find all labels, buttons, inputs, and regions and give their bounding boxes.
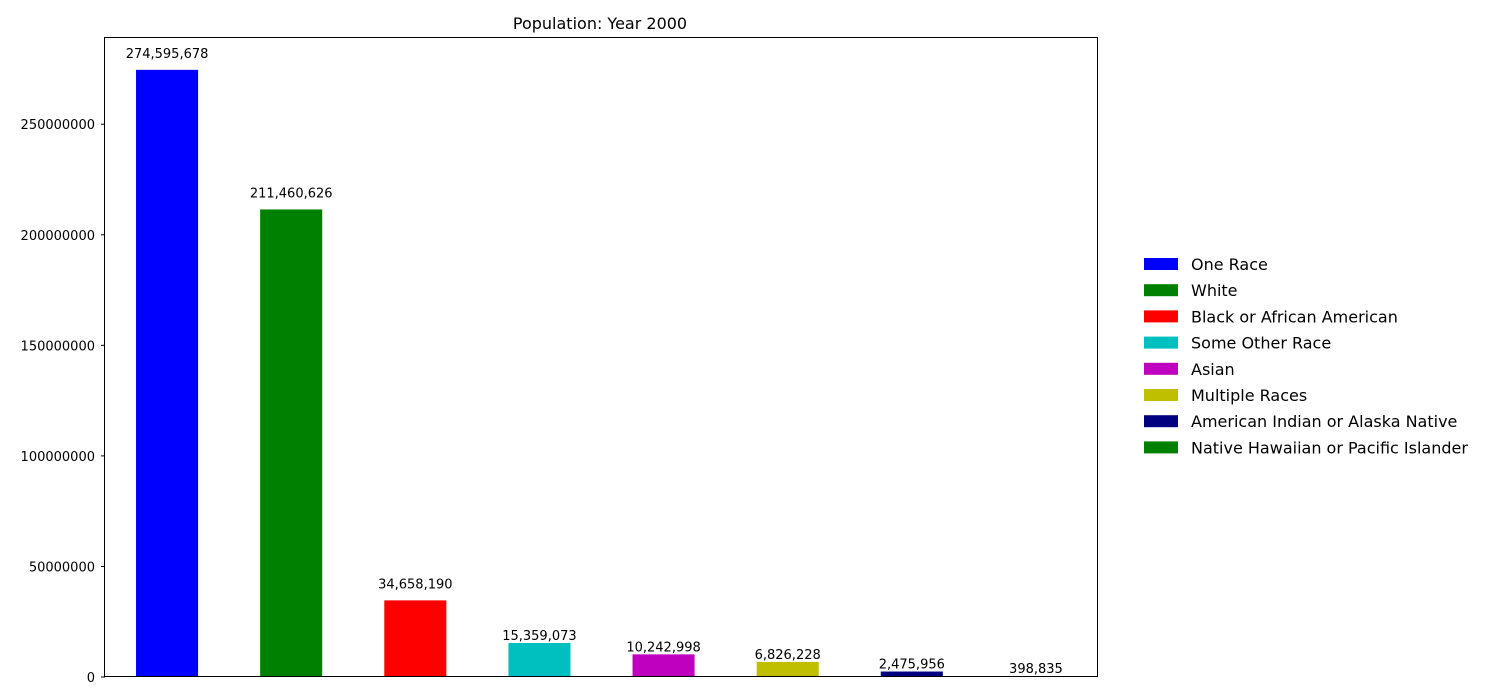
legend-swatch-native-hawaiian-or-pacific-islander — [1144, 441, 1178, 454]
bars-layer — [136, 69, 1067, 678]
legend-label-native-hawaiian-or-pacific-islander: Native Hawaiian or Pacific Islander — [1191, 438, 1468, 457]
bar-white — [260, 209, 323, 677]
y-tick-label: 200000000 — [21, 229, 95, 244]
data-label-american-indian-or-alaska-native: 2,475,956 — [879, 658, 945, 673]
data-label-white: 211,460,626 — [250, 186, 333, 201]
y-axis: 0 50000000 100000000 150000000 200000000 2500… — [21, 118, 105, 686]
y-tick-label: 250000000 — [21, 118, 95, 133]
legend-swatch-multiple-races — [1144, 389, 1178, 401]
legend-swatch-one-race — [1144, 258, 1178, 270]
legend-swatch-black-or-african-american — [1144, 310, 1178, 323]
legend-swatch-american-indian-or-alaska-native — [1144, 415, 1178, 428]
legend-label-white: White — [1191, 281, 1238, 300]
bar-some-other-race — [508, 643, 571, 677]
legend: One Race White Black or African American So… — [1144, 255, 1468, 457]
legend-label-asian: Asian — [1191, 360, 1235, 379]
bar-american-indian-or-alaska-native — [880, 671, 943, 677]
y-tick-label: 0 — [87, 671, 95, 686]
bar-black-or-african-american — [384, 600, 447, 677]
y-tick-label: 100000000 — [21, 450, 95, 465]
y-tick-label: 150000000 — [21, 339, 95, 354]
legend-swatch-white — [1144, 284, 1178, 297]
legend-label-some-other-race: Some Other Race — [1191, 334, 1331, 353]
data-label-some-other-race: 15,359,073 — [502, 629, 576, 644]
data-label-native-hawaiian-or-pacific-islander: 398,835 — [1009, 662, 1063, 677]
bar-asian — [632, 654, 695, 677]
data-label-one-race: 274,595,678 — [126, 47, 209, 62]
legend-label-american-indian-or-alaska-native: American Indian or Alaska Native — [1191, 412, 1457, 431]
chart-title: Population: Year 2000 — [513, 14, 687, 33]
legend-swatch-asian — [1144, 362, 1178, 375]
plot-area-frame — [104, 37, 1098, 677]
data-label-multiple-races: 6,826,228 — [755, 648, 821, 663]
legend-label-black-or-african-american: Black or African American — [1191, 307, 1398, 326]
data-label-asian: 10,242,998 — [626, 640, 700, 655]
legend-label-one-race: One Race — [1191, 255, 1268, 274]
legend-label-multiple-races: Multiple Races — [1191, 386, 1307, 405]
data-labels-layer: 274,595,678 211,460,626 34,658,190 15,359,0… — [126, 47, 1063, 677]
bar-one-race — [136, 69, 199, 678]
bar-multiple-races — [756, 661, 819, 677]
y-tick-label: 50000000 — [29, 560, 95, 575]
legend-swatch-some-other-race — [1144, 336, 1178, 349]
data-label-black-or-african-american: 34,658,190 — [378, 577, 452, 592]
